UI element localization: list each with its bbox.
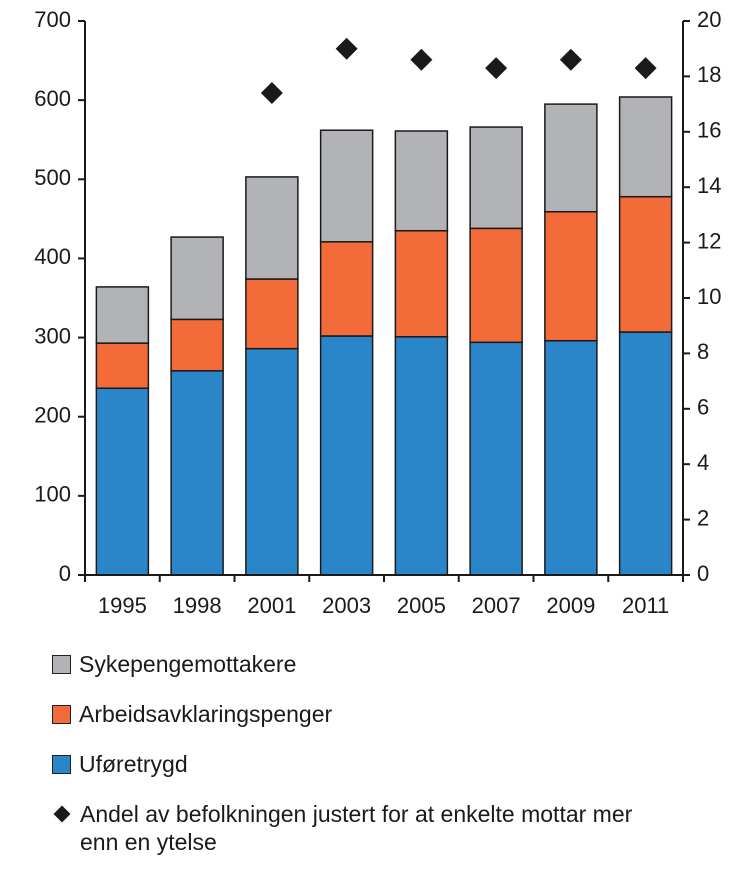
bar-segment: [319, 241, 374, 337]
y2-tick-label: 14: [697, 173, 721, 198]
chart: 1995 1998 2001 2003 2005 2007 2009 201101002003…: [34, 7, 721, 618]
bar-segment: [95, 286, 150, 344]
legend-item: Andel av befolkningen justert for at enk…: [52, 800, 692, 856]
y2-tick-label: 4: [697, 450, 709, 475]
bar-segment: [618, 96, 673, 198]
diamond-marker: [335, 37, 358, 60]
y2-tick-label: 12: [697, 228, 721, 253]
x-tick-label: 1995: [98, 593, 147, 618]
y-tick-label: 0: [59, 561, 71, 586]
y2-tick-label: 18: [697, 62, 721, 87]
bar-segment: [394, 229, 449, 338]
x-tick-label: 2007: [472, 593, 521, 618]
bar-segment: [544, 339, 598, 576]
bar-segment: [170, 370, 224, 576]
bar-segment: [544, 210, 598, 342]
diamond-marker: [410, 48, 433, 71]
bar-segment: [469, 126, 523, 230]
bar-segment: [544, 103, 598, 213]
legend-label: Arbeidsavklaringspenger: [79, 701, 333, 727]
legend-item: Sykepengemottakere: [52, 650, 692, 678]
legend-swatch: [52, 705, 71, 724]
x-tick-label: 2001: [247, 593, 296, 618]
bar-segment: [95, 387, 150, 576]
bar-segment: [319, 129, 374, 243]
legend-label: Sykepengemottakere: [79, 651, 297, 677]
y-tick-label: 200: [34, 403, 71, 428]
y-tick-label: 300: [34, 323, 71, 348]
legend: Sykepengemottakere Arbeidsavklaringspenge…: [52, 650, 692, 878]
y2-tick-label: 2: [697, 505, 709, 530]
y-tick-label: 400: [34, 244, 71, 269]
bar-segment: [245, 278, 299, 350]
diamond-marker: [634, 57, 657, 80]
y-tick-label: 100: [34, 482, 71, 507]
y2-tick-label: 10: [697, 284, 721, 309]
y2-tick-label: 0: [697, 561, 709, 586]
x-tick-label: 2009: [546, 593, 595, 618]
y2-tick-label: 6: [697, 395, 709, 420]
x-tick-label: 2003: [322, 593, 371, 618]
legend-item: Uføretrygd: [52, 750, 692, 778]
bar-segment: [170, 318, 224, 372]
y2-tick-label: 8: [697, 339, 709, 364]
bar-segment: [469, 341, 523, 576]
diamond-marker: [260, 82, 283, 105]
bar-segment: [170, 236, 224, 321]
legend-swatch: [52, 655, 71, 674]
legend-swatch: [53, 805, 71, 823]
diamond-marker: [559, 48, 582, 71]
y-tick-label: 500: [34, 165, 71, 190]
x-tick-label: 1998: [173, 593, 222, 618]
y-tick-label: 700: [34, 7, 71, 32]
bar-segment: [394, 130, 449, 232]
x-tick-label: 2011: [622, 593, 669, 618]
legend-label: Uføretrygd: [79, 751, 188, 777]
bar-segment: [319, 335, 374, 576]
legend-label: Andel av befolkningen justert for at enk…: [80, 801, 633, 855]
bar-segment: [469, 227, 523, 344]
y2-tick-label: 16: [697, 118, 721, 143]
bar-segment: [618, 331, 673, 576]
y2-tick-label: 20: [697, 7, 721, 32]
bar-segment: [245, 347, 299, 576]
legend-item: Arbeidsavklaringspenger: [52, 700, 692, 728]
legend-swatch: [52, 755, 71, 774]
x-tick-label: 2005: [397, 593, 446, 618]
bar-segment: [245, 176, 299, 280]
diamond-marker: [485, 57, 508, 80]
bar-segment: [618, 195, 673, 333]
bar-segment: [394, 336, 449, 576]
bar-segment: [95, 342, 150, 389]
y-tick-label: 600: [34, 86, 71, 111]
